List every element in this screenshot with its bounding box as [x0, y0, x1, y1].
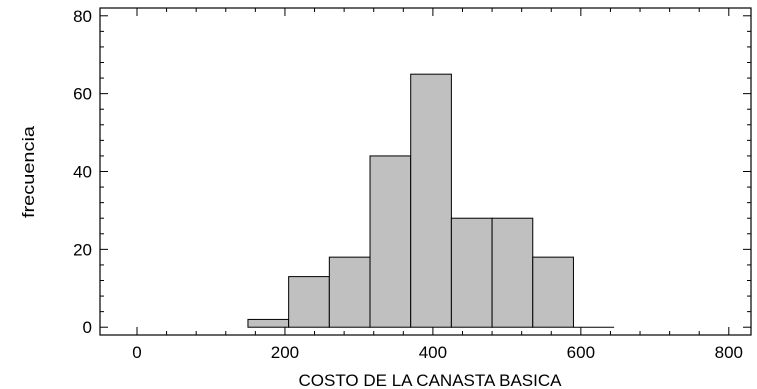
histogram-bar: [450, 217, 493, 328]
x-axis-ticks: 0 200 400 600 800: [132, 8, 743, 362]
x-tick-label: 400: [419, 343, 447, 362]
x-tick-label: 600: [567, 343, 595, 362]
y-tick-label: 0: [83, 318, 92, 337]
x-tick-label: 200: [271, 343, 299, 362]
histogram-bar: [491, 217, 534, 328]
x-tick-label: 800: [715, 343, 743, 362]
histogram-bar: [247, 318, 290, 328]
histogram-bar: [410, 73, 452, 328]
y-axis-ticks: 0 20 40 60 80: [73, 7, 751, 337]
x-tick-label: 0: [132, 343, 141, 362]
histogram-bar: [328, 256, 371, 328]
y-tick-label: 40: [73, 163, 92, 182]
bars-group: [247, 73, 615, 328]
histogram-bar: [369, 155, 412, 328]
y-tick-label: 60: [73, 85, 92, 104]
y-tick-label: 20: [73, 240, 92, 259]
x-axis-title: COSTO DE LA CANASTA BASICA: [299, 371, 563, 389]
y-axis-title: frecuencia: [19, 125, 38, 218]
histogram-bar: [532, 256, 574, 328]
y-tick-label: 80: [73, 7, 92, 26]
histogram-bar: [288, 276, 330, 328]
